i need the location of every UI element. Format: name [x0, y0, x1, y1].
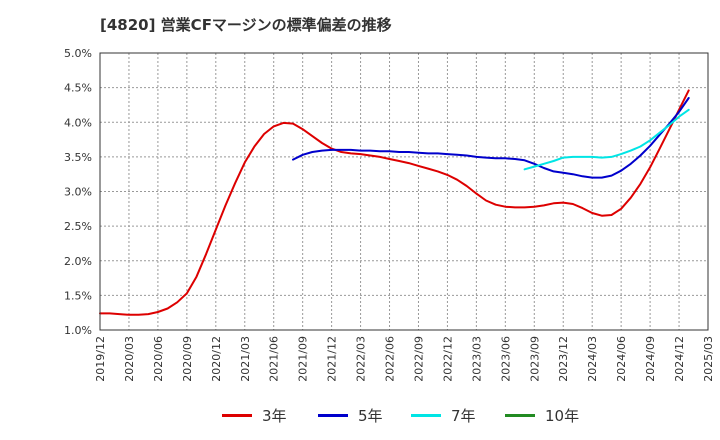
y-tick-label: 2.5% [64, 220, 92, 233]
plot-frame [99, 52, 709, 331]
chart-title: [4820] 営業CFマージンの標準偏差の推移 [100, 16, 392, 34]
series-line-1 [292, 97, 690, 179]
x-tick-label: 2024/03 [586, 336, 599, 382]
x-tick-label: 2020/03 [123, 336, 136, 382]
legend-swatch-5yr [318, 413, 348, 417]
x-tick-label: 2021/06 [268, 336, 281, 382]
legend-item-7yr: 7年 [411, 400, 476, 430]
y-tick-label: 4.5% [64, 82, 92, 95]
legend-swatch-3yr [222, 413, 252, 417]
y-tick-label: 4.0% [64, 116, 92, 129]
legend-label-3yr: 3年 [262, 406, 287, 425]
series-line-2 [523, 108, 690, 171]
legend-item-10yr: 10年 [505, 400, 579, 430]
series-line-0 [99, 89, 690, 316]
x-tick-label: 2020/09 [181, 336, 194, 382]
legend-item-5yr: 5年 [318, 400, 383, 430]
x-tick-label: 2025/03 [702, 336, 715, 382]
x-axis-ticks: 2019/12 2020/03 2020/06 2020/09 2020/12 2021/… [94, 336, 715, 382]
x-tick-label: 2021/12 [326, 336, 339, 382]
legend-swatch-7yr [411, 413, 441, 417]
x-tick-label: 2023/09 [528, 336, 541, 382]
x-tick-label: 2024/09 [644, 336, 657, 382]
y-axis-ticks: 1.0% 1.5% 2.0% 2.5% 3.0% 3.5% 4.0% 4.5% 5.0% [64, 47, 92, 337]
x-tick-label: 2023/03 [470, 336, 483, 382]
x-tick-label: 2020/12 [210, 336, 223, 382]
y-tick-label: 3.5% [64, 151, 92, 164]
grid-layer [100, 53, 708, 330]
x-tick-label: 2024/12 [673, 336, 686, 382]
x-tick-label: 2022/03 [355, 336, 368, 382]
legend-item-3yr: 3年 [222, 400, 287, 430]
y-tick-label: 3.0% [64, 186, 92, 199]
x-tick-label: 2022/09 [412, 336, 425, 382]
y-tick-label: 2.0% [64, 255, 92, 268]
x-tick-label: 2022/06 [384, 336, 397, 382]
x-tick-label: 2019/12 [94, 336, 107, 382]
legend-label-7yr: 7年 [451, 406, 476, 425]
x-tick-label: 2024/06 [615, 336, 628, 382]
legend-label-5yr: 5年 [358, 406, 383, 425]
x-tick-label: 2023/12 [557, 336, 570, 382]
x-tick-label: 2022/12 [441, 336, 454, 382]
legend-label-10yr: 10年 [545, 406, 580, 425]
x-tick-label: 2021/09 [297, 336, 310, 382]
legend: 3年 5年 7年 10年 [0, 400, 720, 430]
y-tick-label: 5.0% [64, 47, 92, 60]
y-tick-label: 1.0% [64, 324, 92, 337]
legend-swatch-10yr [505, 413, 535, 417]
y-tick-label: 1.5% [64, 289, 92, 302]
x-tick-label: 2023/06 [499, 336, 512, 382]
series-layer [99, 89, 690, 316]
x-tick-label: 2021/03 [239, 336, 252, 382]
x-tick-label: 2020/06 [152, 336, 165, 382]
